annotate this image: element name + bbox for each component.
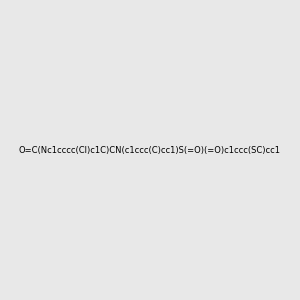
Text: O=C(Nc1cccc(Cl)c1C)CN(c1ccc(C)cc1)S(=O)(=O)c1ccc(SC)cc1: O=C(Nc1cccc(Cl)c1C)CN(c1ccc(C)cc1)S(=O)(…	[19, 146, 281, 154]
